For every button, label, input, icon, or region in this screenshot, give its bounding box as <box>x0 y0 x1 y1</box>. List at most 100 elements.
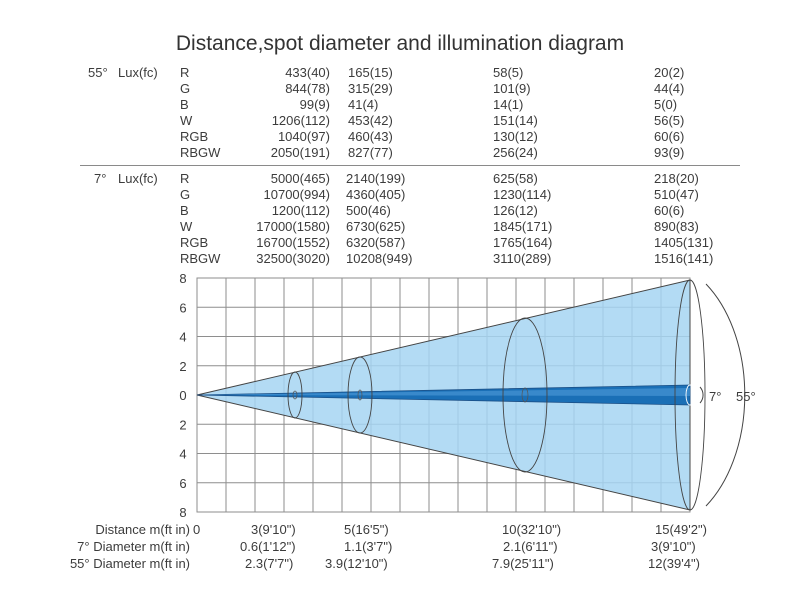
table-cell: 1206(112) <box>271 113 330 128</box>
table-cell: 151(14) <box>493 113 538 128</box>
table-cell: 10700(994) <box>263 187 331 202</box>
distance-label: Distance m(ft in) <box>95 522 190 537</box>
y-tick-label: 2 <box>179 417 186 432</box>
channel-label: B <box>180 97 189 112</box>
channel-label: RBGW <box>180 145 221 160</box>
angle-label-7: 7° <box>94 171 107 186</box>
channel-label: B <box>180 203 189 218</box>
diameter-7-label: 7° Diameter m(ft in) <box>77 539 190 554</box>
table-cell: 510(47) <box>654 187 699 202</box>
table-cell: 844(78) <box>285 81 330 96</box>
diameter-7-value: 3(9'10") <box>651 539 696 554</box>
table-cell: 14(1) <box>493 97 524 112</box>
table-cell: 60(6) <box>654 203 685 218</box>
table-cell: 44(4) <box>654 81 685 96</box>
cross-section-3m <box>287 371 303 419</box>
table-cell: 99(9) <box>299 97 330 112</box>
distance-zero: 0 <box>193 522 201 537</box>
table-cell: 93(9) <box>654 145 685 160</box>
cross-section-15m <box>674 279 706 511</box>
distance-value: 10(32'10") <box>502 522 562 537</box>
table-cell: 890(83) <box>654 219 699 234</box>
table-cell: 1516(141) <box>654 251 714 266</box>
table-cell: 6730(625) <box>346 219 406 234</box>
cross-section-5m <box>347 356 373 434</box>
channel-label: W <box>180 219 193 234</box>
diameter-55-label: 55° Diameter m(ft in) <box>69 556 190 571</box>
diameter-55-value: 12(39'4") <box>648 556 700 571</box>
narrow-section-5m <box>357 389 363 401</box>
narrow-section-15m <box>685 384 695 406</box>
diameter-55-value: 7.9(25'11") <box>492 556 554 571</box>
table-cell: 1845(171) <box>493 219 553 234</box>
y-tick-label: 4 <box>179 447 186 462</box>
distance-value: 15(49'2") <box>655 522 707 537</box>
table-cell: 3110(289) <box>493 251 552 266</box>
channel-label: RGB <box>180 235 209 250</box>
y-tick-label: 8 <box>179 505 186 520</box>
distance-value: 5(16'5") <box>344 522 389 537</box>
narrow-section-10m <box>521 387 529 403</box>
diagram-title: Distance,spot diameter and illumination … <box>175 32 625 55</box>
table-cell: 58(5) <box>493 65 524 80</box>
channel-label: G <box>180 187 191 202</box>
table-cell: 2050(191) <box>270 145 330 160</box>
table-cell: 433(40) <box>285 65 330 80</box>
channel-label: RGB <box>180 129 209 144</box>
narrow-section-3m <box>292 390 298 400</box>
table-cell: 1040(97) <box>277 129 330 144</box>
channel-label: R <box>180 65 190 80</box>
table-cell: 60(6) <box>654 129 685 144</box>
table-cell: 130(12) <box>493 129 538 144</box>
table-cell: 2140(199) <box>346 171 406 186</box>
cross-section-10m <box>502 317 548 473</box>
channel-label: R <box>180 171 190 186</box>
table-cell: 16700(1552) <box>256 235 330 250</box>
diameter-55-value: 3.9(12'10") <box>325 556 388 571</box>
y-tick-label: 6 <box>179 300 186 315</box>
unit-label-7: Lux(fc) <box>118 171 158 186</box>
narrow-beam-highlight <box>197 388 690 396</box>
table-cell: 5(0) <box>654 97 678 112</box>
diameter-7-value: 2.1(6'11") <box>503 539 558 554</box>
table-cell: 4360(405) <box>346 187 406 202</box>
unit-label-55: Lux(fc) <box>118 65 158 80</box>
diameter-55-value: 2.3(7'7") <box>245 556 294 571</box>
y-tick-label: 4 <box>179 330 186 345</box>
channel-label: W <box>180 113 193 128</box>
table-cell: 32500(3020) <box>256 251 330 266</box>
table-cell: 1765(164) <box>493 235 553 250</box>
table-cell: 315(29) <box>348 81 393 96</box>
table-cell: 165(15) <box>348 65 393 80</box>
y-tick-label: 8 <box>179 271 186 286</box>
table-cell: 6320(587) <box>346 235 406 250</box>
table-cell: 500(46) <box>346 203 391 218</box>
table-cell: 56(5) <box>654 113 685 128</box>
table-cell: 126(12) <box>493 203 538 218</box>
narrow-angle-label: 7° <box>709 389 721 404</box>
angle-label-55: 55° <box>88 65 108 80</box>
narrow-angle-arc <box>699 386 704 404</box>
y-tick-label: 6 <box>179 476 186 491</box>
wide-angle-label: 55° <box>736 389 756 404</box>
table-cell: 41(4) <box>348 97 379 112</box>
diameter-7-value: 1.1(3'7") <box>344 539 393 554</box>
table-cell: 1200(112) <box>271 203 330 218</box>
table-cell: 17000(1580) <box>256 219 330 234</box>
channel-label: RBGW <box>180 251 221 266</box>
table-cell: 10208(949) <box>346 251 413 266</box>
table-separator <box>80 165 740 166</box>
table-cell: 101(9) <box>493 81 531 96</box>
table-cell: 453(42) <box>348 113 393 128</box>
table-cell: 460(43) <box>348 129 393 144</box>
y-tick-label: 0 <box>179 388 186 403</box>
channel-label: G <box>180 81 191 96</box>
table-cell: 5000(465) <box>270 171 330 186</box>
wide-angle-arc <box>705 283 746 507</box>
table-cell: 256(24) <box>493 145 538 160</box>
y-tick-label: 2 <box>179 359 186 374</box>
diameter-7-value: 0.6(1'12") <box>240 539 296 554</box>
distance-value: 3(9'10") <box>251 522 296 537</box>
table-cell: 218(20) <box>654 171 699 186</box>
